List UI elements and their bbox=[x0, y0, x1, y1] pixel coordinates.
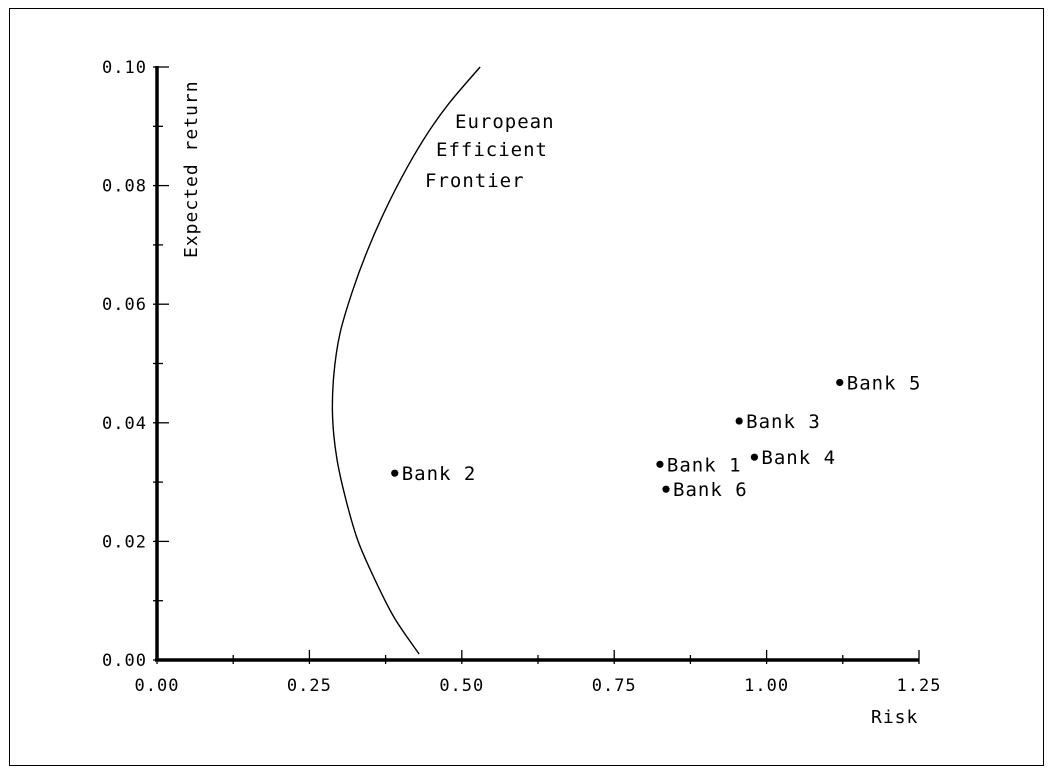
bank-point-label: Bank 6 bbox=[673, 479, 748, 501]
x-tick-label: 0.50 bbox=[439, 676, 484, 696]
x-axis-label: Risk bbox=[871, 707, 918, 728]
frontier-label-line: Frontier bbox=[425, 170, 525, 192]
bank-point bbox=[735, 417, 743, 425]
frontier-line bbox=[331, 66, 481, 655]
x-tick-label: 0.25 bbox=[287, 676, 332, 696]
y-tick-label: 0.00 bbox=[102, 651, 147, 671]
efficient-frontier: European Efficient Frontier bbox=[331, 66, 555, 655]
bank-point bbox=[662, 485, 670, 493]
bank-point-label: Bank 2 bbox=[402, 463, 477, 485]
y-tick-label: 0.10 bbox=[102, 58, 147, 78]
bank-point bbox=[750, 453, 759, 461]
x-tick-label: 1.25 bbox=[897, 676, 942, 696]
x-tick-label: 0.75 bbox=[592, 676, 637, 696]
chart-frame bbox=[9, 8, 1044, 766]
x-tick-label: 1.00 bbox=[744, 676, 789, 696]
frontier-label-line: European bbox=[455, 111, 555, 133]
y-tick-label: 0.06 bbox=[102, 295, 147, 315]
data-points: Bank 1 Bank 2 Bank 3 Bank 4 Bank 5 Bank 6 bbox=[391, 372, 922, 501]
bank-point bbox=[391, 469, 399, 477]
bank-point bbox=[656, 460, 664, 468]
bank-point-label: Bank 3 bbox=[746, 411, 821, 433]
x-tick-label: 0.00 bbox=[135, 676, 180, 696]
bank-point-label: Bank 5 bbox=[847, 372, 922, 394]
y-tick-label: 0.04 bbox=[102, 414, 147, 434]
bank-point bbox=[836, 378, 844, 387]
y-axis-label: Expected return bbox=[181, 80, 202, 258]
y-tick-label: 0.08 bbox=[102, 177, 147, 197]
bank-point-label: Bank 4 bbox=[761, 447, 836, 469]
axes: 0.00 0.02 0.04 0.06 0.08 0.10 0.00 0.25 0.50 0.75… bbox=[102, 58, 942, 696]
y-tick-label: 0.02 bbox=[102, 532, 147, 552]
bank-point-label: Bank 1 bbox=[667, 454, 742, 476]
frontier-label-line: Efficient bbox=[436, 139, 548, 161]
